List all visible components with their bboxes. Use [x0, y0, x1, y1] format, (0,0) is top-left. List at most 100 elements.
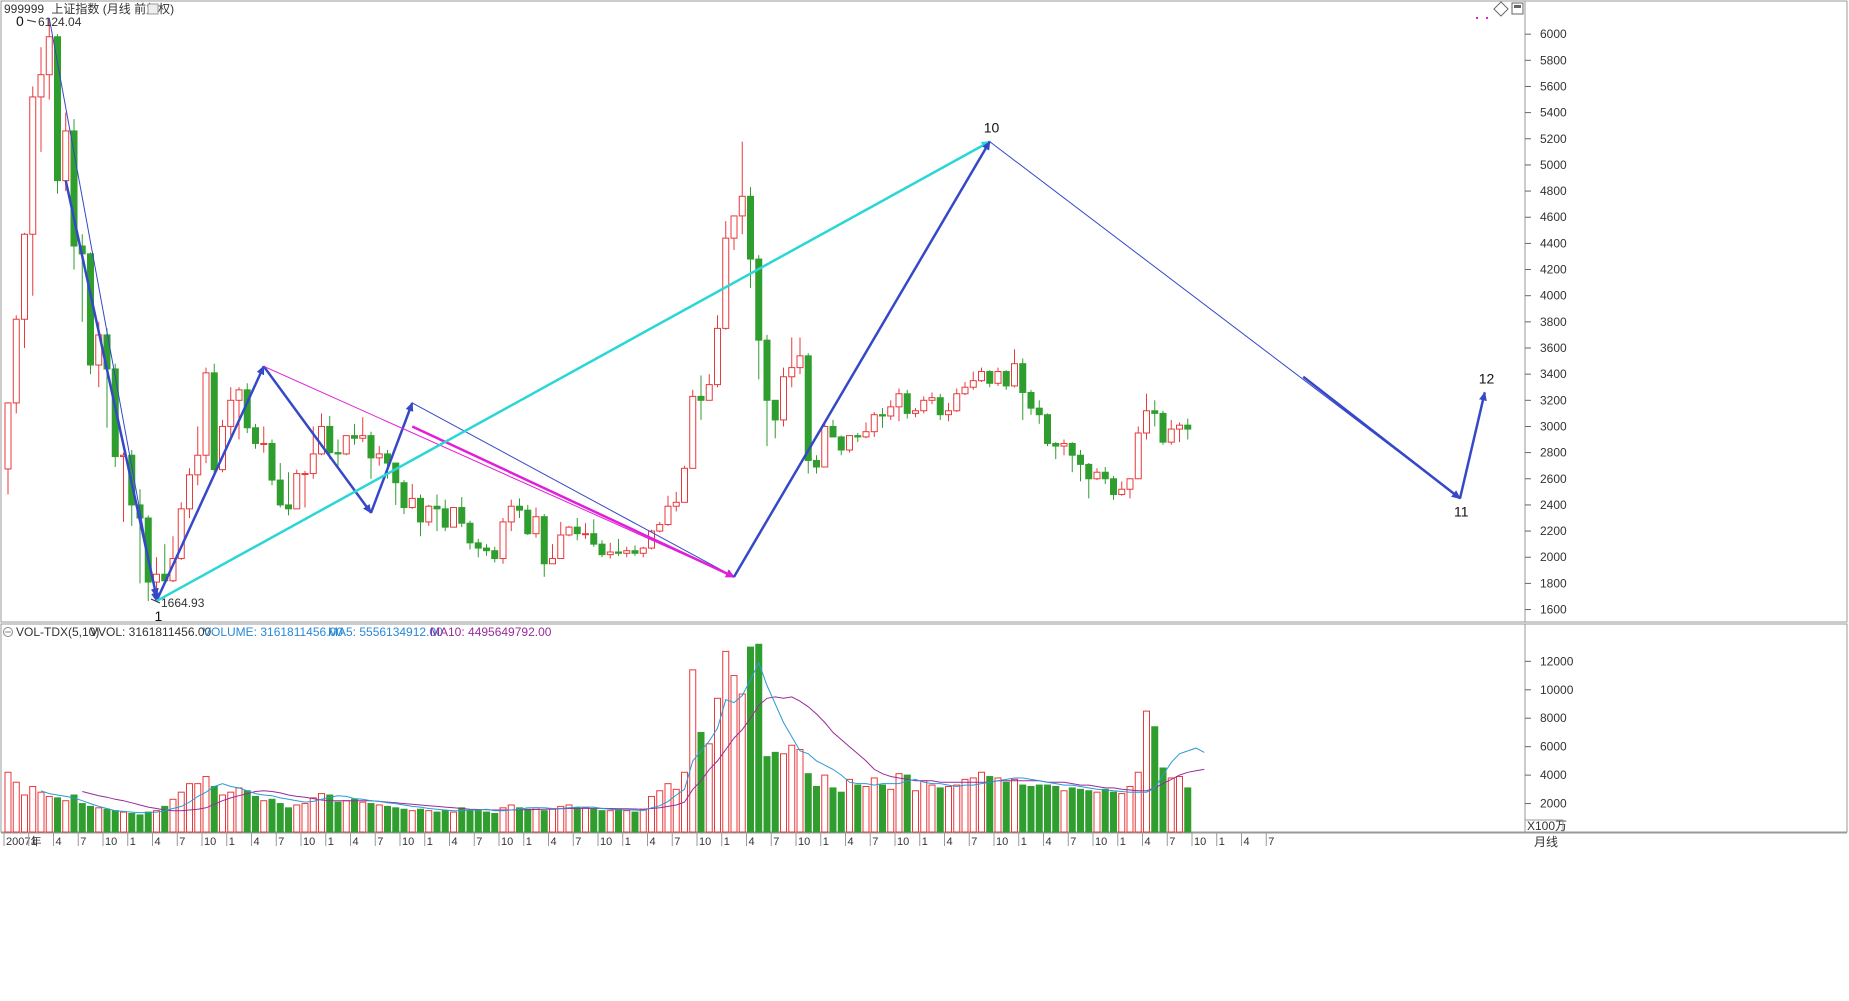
volume-bar[interactable]	[788, 744, 796, 833]
candle[interactable]	[623, 550, 631, 554]
candle[interactable]	[507, 505, 515, 523]
candle[interactable]	[615, 551, 622, 554]
candle[interactable]	[639, 547, 647, 554]
volume-bar[interactable]	[103, 808, 111, 833]
volume-bar[interactable]	[70, 794, 78, 833]
candle[interactable]	[309, 453, 317, 475]
volume-bar[interactable]	[293, 804, 301, 833]
volume-bar[interactable]	[227, 791, 235, 833]
candle[interactable]	[400, 482, 408, 509]
candle[interactable]	[153, 573, 160, 583]
volume-bar[interactable]	[202, 776, 210, 833]
candle[interactable]	[664, 505, 672, 526]
volume-bar[interactable]	[153, 810, 160, 833]
candle[interactable]	[227, 399, 235, 427]
candle[interactable]	[458, 507, 466, 524]
volume-bar[interactable]	[144, 811, 152, 833]
volume-bar[interactable]	[120, 811, 127, 833]
volume-bar[interactable]	[384, 805, 391, 833]
candle[interactable]	[747, 195, 754, 260]
candle[interactable]	[1134, 432, 1142, 480]
volume-bar[interactable]	[1002, 781, 1010, 833]
volume-bar[interactable]	[268, 798, 276, 833]
volume-bar[interactable]	[565, 804, 573, 833]
volume-bar[interactable]	[458, 807, 466, 833]
candle[interactable]	[301, 473, 309, 476]
volume-bar[interactable]	[969, 777, 977, 833]
candle[interactable]	[590, 533, 598, 545]
candle[interactable]	[351, 435, 358, 439]
volume-bar[interactable]	[4, 771, 12, 833]
candle[interactable]	[854, 435, 862, 438]
volume-bar[interactable]	[276, 803, 284, 833]
volume-bar[interactable]	[78, 803, 86, 833]
volume-bar[interactable]	[128, 813, 136, 833]
volume-bar[interactable]	[252, 795, 259, 833]
candle[interactable]	[516, 505, 523, 511]
candle[interactable]	[425, 505, 433, 523]
candle[interactable]	[1068, 442, 1076, 456]
candle[interactable]	[524, 509, 532, 535]
candle[interactable]	[1044, 414, 1051, 444]
volume-bar[interactable]	[285, 807, 292, 833]
volume-bar[interactable]	[235, 787, 243, 833]
candle[interactable]	[29, 96, 37, 235]
volume-bar[interactable]	[54, 797, 61, 833]
candle[interactable]	[606, 551, 614, 556]
volume-bar[interactable]	[697, 731, 705, 833]
candle[interactable]	[45, 36, 53, 76]
candle[interactable]	[573, 526, 581, 535]
volume-bar[interactable]	[1159, 767, 1167, 833]
volume-bar[interactable]	[606, 810, 614, 833]
volume-bar[interactable]	[400, 808, 408, 833]
volume-bar[interactable]	[524, 808, 532, 833]
volume-bar[interactable]	[573, 807, 581, 833]
candle[interactable]	[499, 521, 507, 560]
candle[interactable]	[62, 130, 70, 182]
candle[interactable]	[334, 452, 342, 455]
volume-bar[interactable]	[1167, 777, 1175, 833]
volume-bar[interactable]	[1060, 790, 1068, 833]
volume-bar[interactable]	[301, 803, 309, 833]
volume-bar[interactable]	[590, 808, 598, 833]
candle[interactable]	[821, 425, 829, 468]
volume-bar[interactable]	[862, 785, 870, 833]
candle[interactable]	[1019, 363, 1027, 393]
volume-bar[interactable]	[1027, 785, 1035, 833]
candle[interactable]	[375, 453, 383, 459]
volume-bar[interactable]	[1035, 784, 1043, 833]
volume-bar[interactable]	[945, 785, 952, 833]
volume-bar[interactable]	[829, 787, 837, 833]
candle[interactable]	[879, 414, 886, 417]
candle[interactable]	[466, 522, 474, 544]
candle[interactable]	[532, 516, 540, 535]
candle[interactable]	[689, 395, 697, 469]
volume-bar[interactable]	[722, 650, 730, 833]
volume-bar[interactable]	[12, 781, 20, 833]
candle[interactable]	[417, 497, 424, 523]
volume-bar[interactable]	[516, 807, 523, 833]
volume-bar[interactable]	[920, 780, 928, 833]
candle[interactable]	[862, 431, 870, 438]
volume-bar[interactable]	[895, 773, 903, 833]
volume-bar[interactable]	[598, 810, 606, 833]
candle[interactable]	[582, 533, 589, 536]
volume-bar[interactable]	[961, 778, 969, 833]
candle[interactable]	[12, 318, 20, 404]
candle[interactable]	[1167, 428, 1175, 443]
volume-bar[interactable]	[29, 785, 37, 833]
volume-bar[interactable]	[161, 805, 169, 833]
candle[interactable]	[681, 467, 688, 503]
candle[interactable]	[903, 393, 911, 414]
candle[interactable]	[1035, 407, 1043, 416]
candle[interactable]	[631, 550, 639, 554]
volume-bar[interactable]	[466, 810, 474, 833]
volume-bar[interactable]	[1052, 785, 1060, 833]
candle[interactable]	[945, 410, 952, 416]
volume-bar[interactable]	[796, 749, 804, 833]
candle[interactable]	[474, 542, 482, 549]
volume-bar[interactable]	[425, 810, 433, 833]
volume-bar[interactable]	[499, 807, 507, 833]
volume-bar[interactable]	[408, 810, 416, 833]
